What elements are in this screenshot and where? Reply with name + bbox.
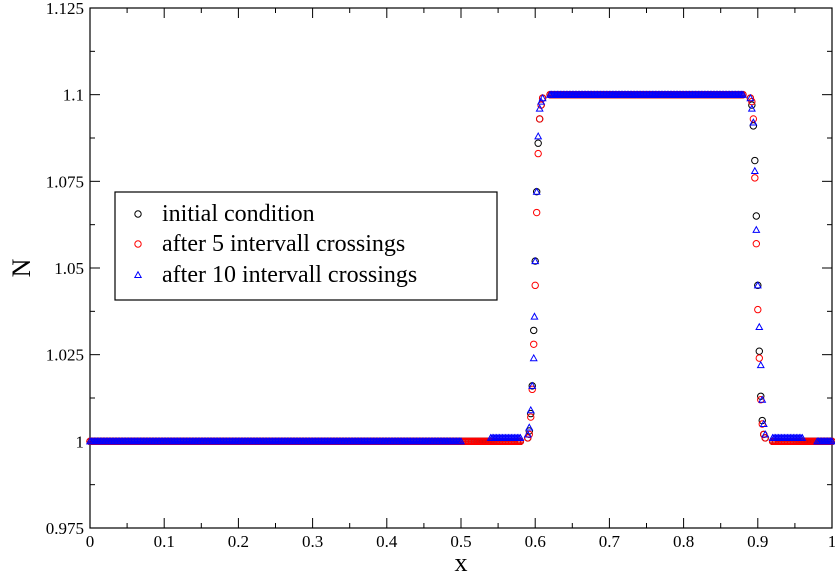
x-tick-label: 0.7 [599,532,621,551]
data-point [532,208,541,217]
data-point [752,225,761,233]
data-point [755,347,763,355]
data-point [755,354,763,362]
legend-label-initial: initial condition [162,201,315,227]
data-point [759,419,768,428]
data-point [524,434,532,442]
legend-marker [133,270,143,279]
y-tick-label: 1.1 [63,86,84,105]
data-point [747,104,756,112]
x-tick-label: 1 [828,532,835,551]
data-point [761,434,769,442]
legend-marker [134,240,142,248]
legend-marker [134,210,142,218]
x-tick-label: 0.1 [154,532,175,551]
data-point [535,104,544,112]
data-point [535,115,544,123]
data-point [530,326,538,335]
data-point [758,395,767,403]
data-point [752,212,761,220]
data-point [527,413,535,421]
data-point [523,430,532,438]
x-tick-label: 0.9 [747,532,768,551]
data-point [746,93,755,102]
data-point [753,281,762,289]
data-point [537,97,546,105]
y-tick-label: 1.125 [46,0,84,18]
y-tick-label: 1.075 [46,172,84,191]
data-point [827,437,835,445]
legend-label-10-crossings: after 10 intervall crossings [162,262,417,288]
data-point [534,139,542,147]
data-point [516,433,525,441]
x-tick-label: 0.3 [302,532,323,551]
data-point [525,423,534,431]
data-point [756,360,765,369]
data-point [761,430,770,438]
y-axis: 0.975 1 1.025 1.05 1.075 1.1 1.125 [46,0,832,538]
data-point [534,149,542,158]
x-tick-label: 0.8 [673,532,694,551]
series-3 [85,90,835,445]
data-point [755,322,764,330]
legend-label-5-crossings: after 5 intervall crossings [162,231,405,257]
x-axis-title: x [455,548,468,573]
x-tick-label: 0.6 [525,532,546,551]
x-tick-label: 0 [86,532,95,551]
series-layer [85,90,835,446]
legend: initial condition after 5 intervall cros… [114,191,498,301]
x-axis: 0 0.1 0.2 0.3 0.4 0.5 0.6 0.7 0.8 0.9 1 [86,8,835,551]
data-point [752,240,761,248]
data-point [526,405,535,414]
y-tick-label: 1.025 [46,346,84,365]
x-tick-label: 0.2 [228,532,249,551]
data-point [754,305,762,314]
data-point [528,381,537,389]
y-tick-label: 1 [76,432,85,451]
y-tick-label: 1.05 [54,259,84,278]
data-point [750,166,759,174]
data-point [456,437,466,445]
data-point [751,174,759,182]
data-point [738,90,748,98]
data-point [538,93,547,102]
data-point [530,312,539,320]
x-tick-label: 0.4 [376,532,398,551]
data-point [749,115,758,123]
data-point [749,118,758,126]
x-tick-label: 0.5 [450,532,471,551]
data-point [528,385,536,394]
data-point [531,281,539,290]
legend-markers [133,210,143,279]
data-point [534,132,543,140]
data-point [798,433,807,441]
data-point [748,101,756,109]
y-tick-label: 0.975 [46,519,84,538]
legend-box [114,191,498,301]
data-point [751,156,759,165]
data-point [529,353,538,362]
data-point [527,409,535,418]
data-point [532,187,541,195]
y-axis-title: N [7,258,36,277]
data-point [749,122,758,130]
data-point [530,340,538,348]
data-point [531,256,540,265]
